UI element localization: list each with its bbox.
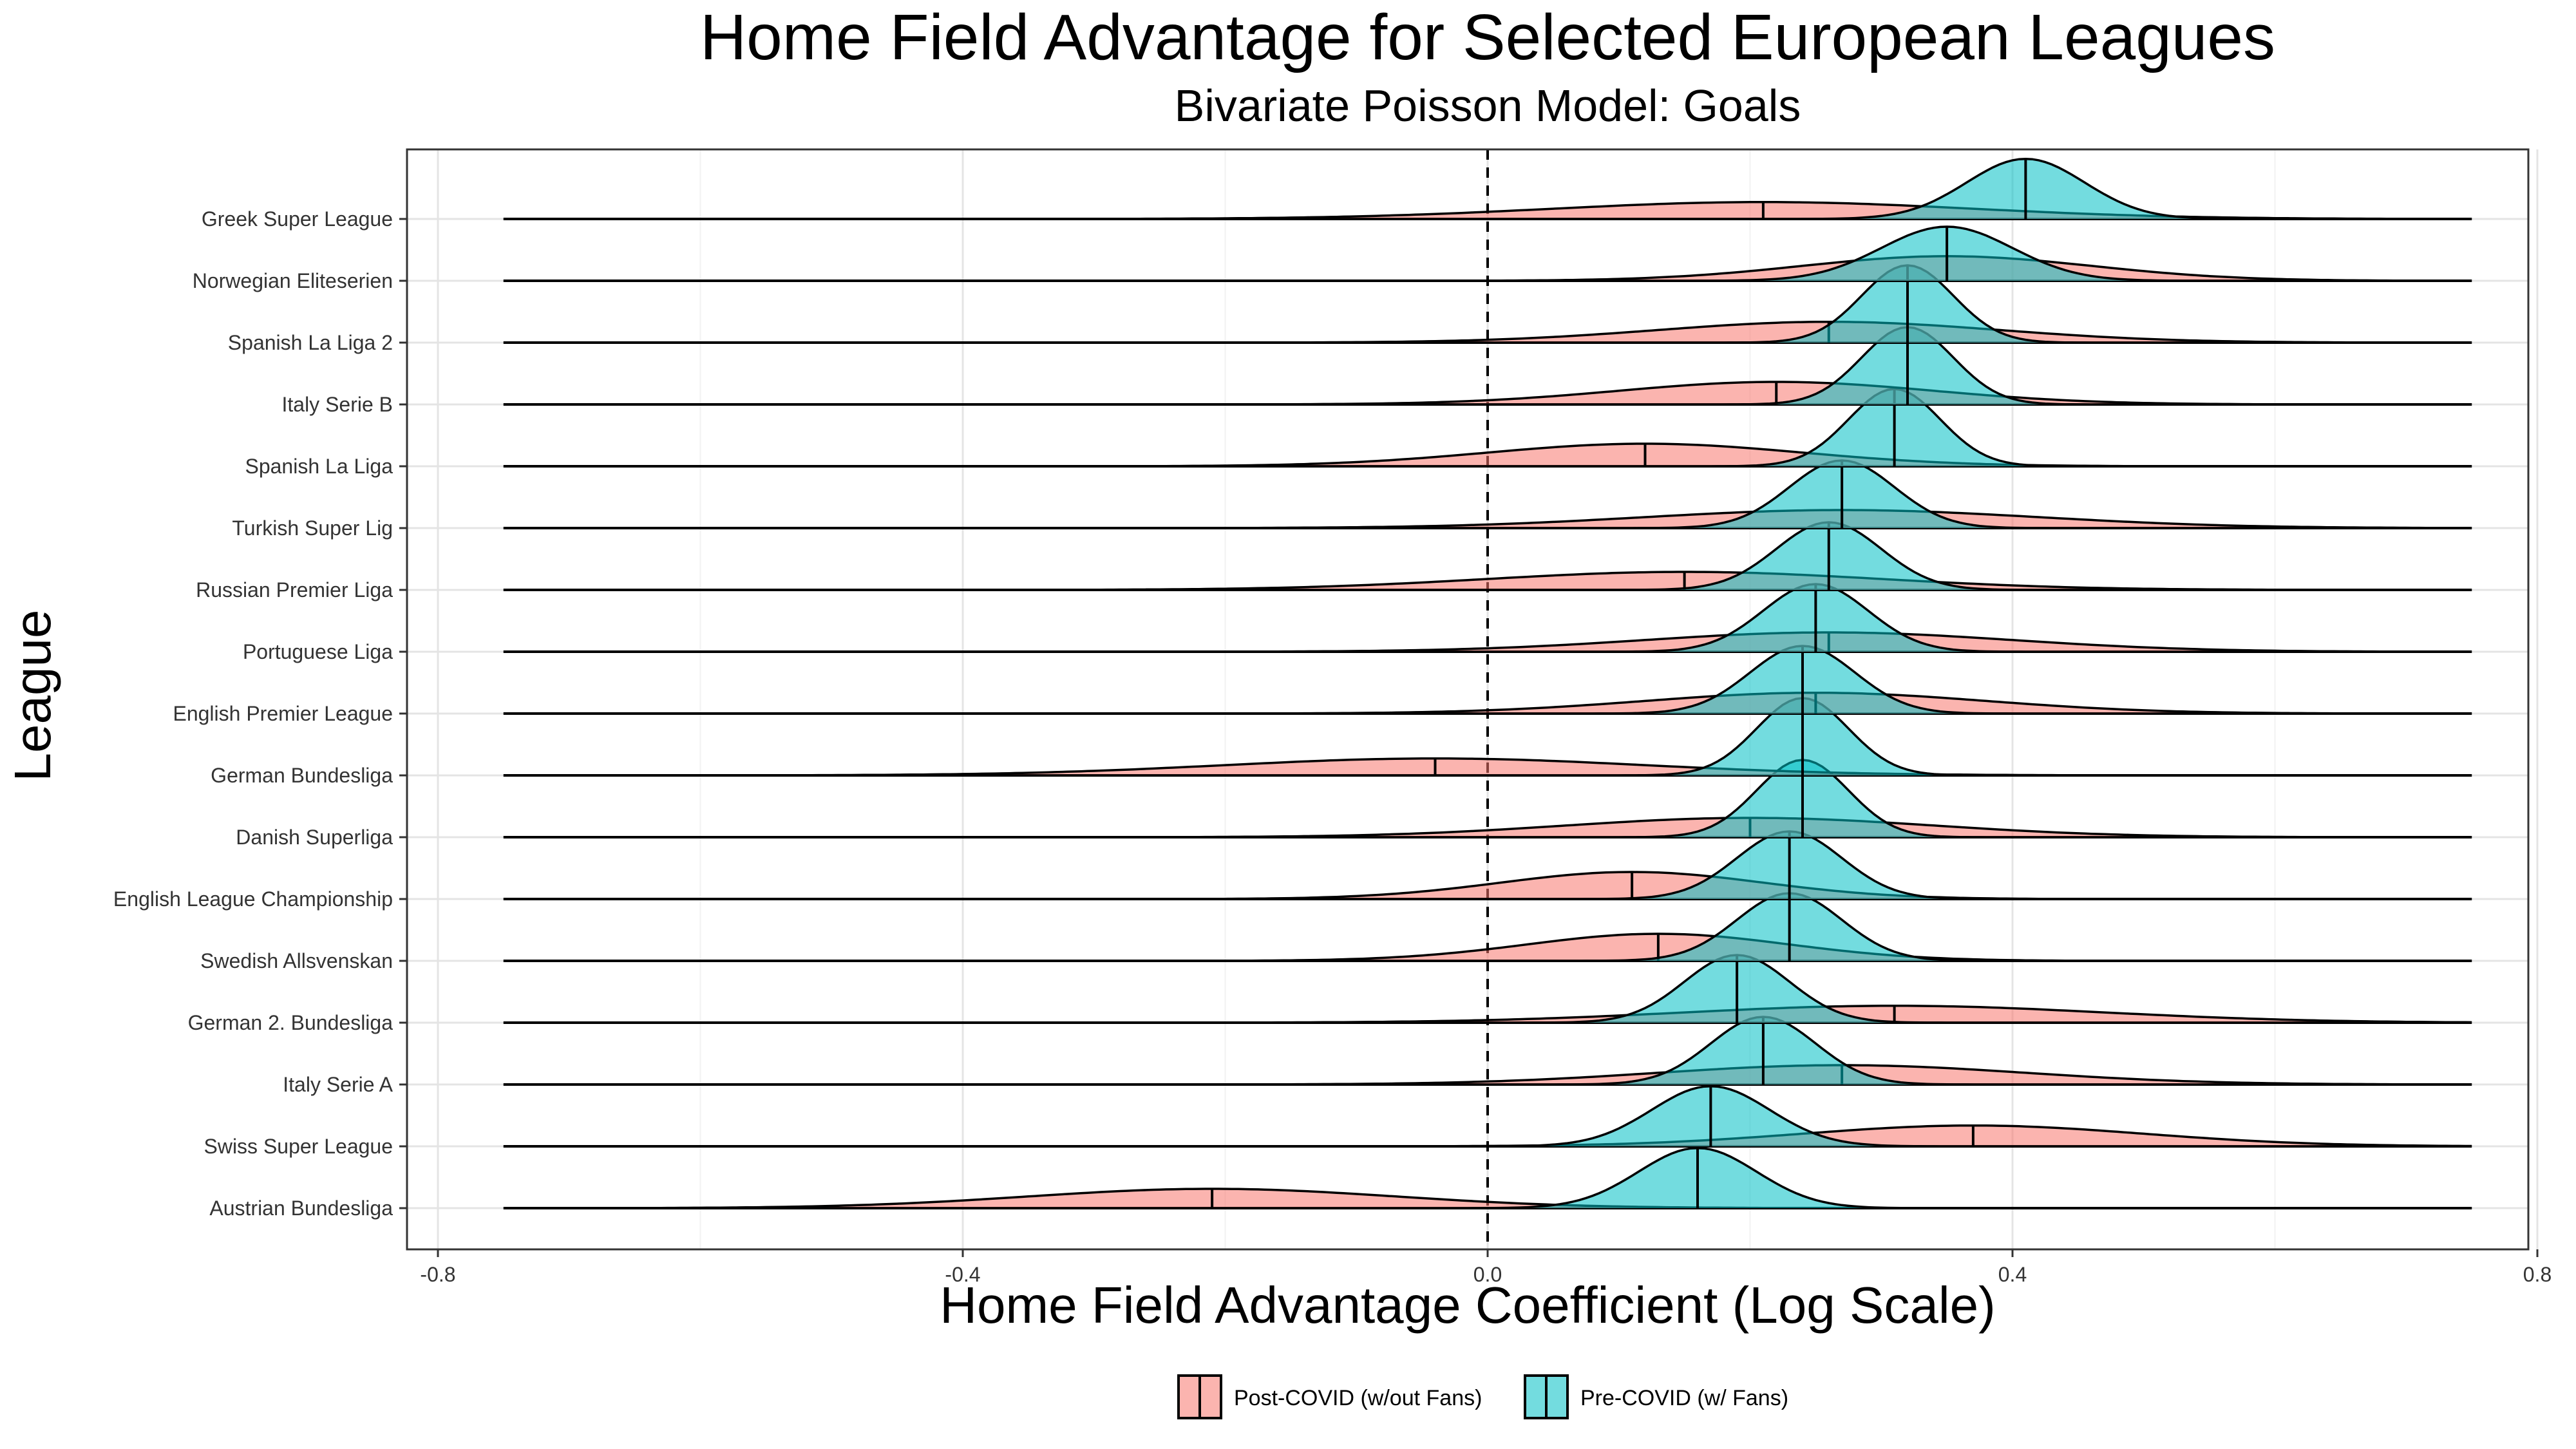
legend-item: Post-COVID (w/out Fans) [1177, 1374, 1482, 1419]
y-tick-label: Spanish La Liga [245, 455, 393, 478]
x-axis-title: Home Field Advantage Coefficient (Log Sc… [940, 1276, 1995, 1334]
y-tick-label: Austrian Bundesliga [209, 1197, 393, 1220]
pre-covid-density-outline [503, 264, 2472, 344]
density-ridges [503, 149, 2472, 1249]
legend-label: Post-COVID (w/out Fans) [1234, 1386, 1482, 1410]
pre-covid-density-outline [503, 1016, 2472, 1086]
pre-covid-density-outline [503, 326, 2472, 406]
pre-covid-density-outline [503, 225, 2472, 282]
pre-covid-density-area [503, 158, 2472, 219]
chart-subtitle: Bivariate Poisson Model: Goals [1175, 80, 1801, 131]
x-axis: -0.8 -0.4 0.0 0.4 0.8 [420, 1249, 2552, 1286]
post-covid-density-area [503, 692, 2472, 714]
pre-covid-density-outline [503, 388, 2472, 468]
y-tick-label: Danish Superliga [236, 826, 393, 849]
x-tick-label: 0.4 [1998, 1263, 2027, 1286]
post-covid-density-area [503, 444, 2472, 466]
pre-covid-density-outline [503, 830, 2472, 900]
pre-covid-density-outline [503, 521, 2472, 591]
pre-covid-density-outline [503, 759, 2472, 838]
post-covid-density-area [503, 934, 2472, 961]
y-tick-label: Portuguese Liga [243, 640, 393, 663]
chart-title: Home Field Advantage for Selected Europe… [700, 1, 2275, 73]
y-tick-label: English Premier League [173, 702, 393, 725]
post-covid-density-area [503, 818, 2472, 837]
pre-covid-density-outline [503, 157, 2472, 220]
y-tick-label: Swiss Super League [204, 1135, 393, 1158]
legend: Post-COVID (w/out Fans) Pre-COVID (w/ Fan… [1177, 1374, 1788, 1419]
y-tick-label: Russian Premier Liga [196, 578, 393, 601]
y-tick-label: German Bundesliga [211, 764, 393, 787]
legend-item: Pre-COVID (w/ Fans) [1524, 1374, 1788, 1419]
y-tick-label: Norwegian Eliteserien [193, 269, 393, 292]
post-covid-density-area [503, 758, 2472, 775]
pre-covid-density-area [503, 327, 2472, 404]
y-tick-label: Turkish Super Lig [232, 516, 393, 540]
post-covid-density-area [503, 572, 2472, 590]
x-tick-label: 0.8 [2523, 1263, 2552, 1286]
pre-covid-density-area [503, 265, 2472, 343]
y-tick-label: Italy Serie B [281, 393, 393, 416]
post-covid-density-area [503, 872, 2472, 899]
y-axis-title: League [4, 610, 61, 782]
pre-covid-density-outline [503, 954, 2472, 1024]
y-tick-label: Spanish La Liga 2 [228, 331, 393, 354]
pre-covid-density-outline [503, 459, 2472, 529]
pre-covid-density-outline [503, 1084, 2472, 1148]
y-tick-label: German 2. Bundesliga [188, 1011, 393, 1034]
post-covid-density-area [503, 1189, 2472, 1208]
plot-panel-border [406, 148, 2530, 1251]
x-tick-label: -0.8 [420, 1263, 455, 1286]
legend-label: Pre-COVID (w/ Fans) [1580, 1386, 1788, 1410]
y-tick-label: English League Championship [113, 887, 393, 911]
x-tick-label: 0.0 [1473, 1263, 1502, 1286]
post-covid-density-area [503, 632, 2472, 652]
pre-covid-density-outline [503, 697, 2472, 777]
pre-covid-density-outline [503, 892, 2472, 962]
pre-covid-density-outline [503, 645, 2472, 715]
pre-covid-density-area [503, 227, 2472, 281]
y-tick-label: Swedish Allsvenskan [200, 949, 393, 972]
pre-covid-density-outline [503, 1146, 2472, 1209]
y-tick-label: Italy Serie A [283, 1073, 393, 1096]
y-tick-label: Greek Super League [202, 207, 393, 231]
post-covid-density-area [503, 1125, 2472, 1146]
pre-covid-density-outline [503, 583, 2472, 653]
y-axis: Greek Super League Norwegian Eliteserien S… [113, 207, 407, 1220]
x-tick-label: -0.4 [945, 1263, 980, 1286]
post-covid-density-area [503, 1005, 2472, 1023]
